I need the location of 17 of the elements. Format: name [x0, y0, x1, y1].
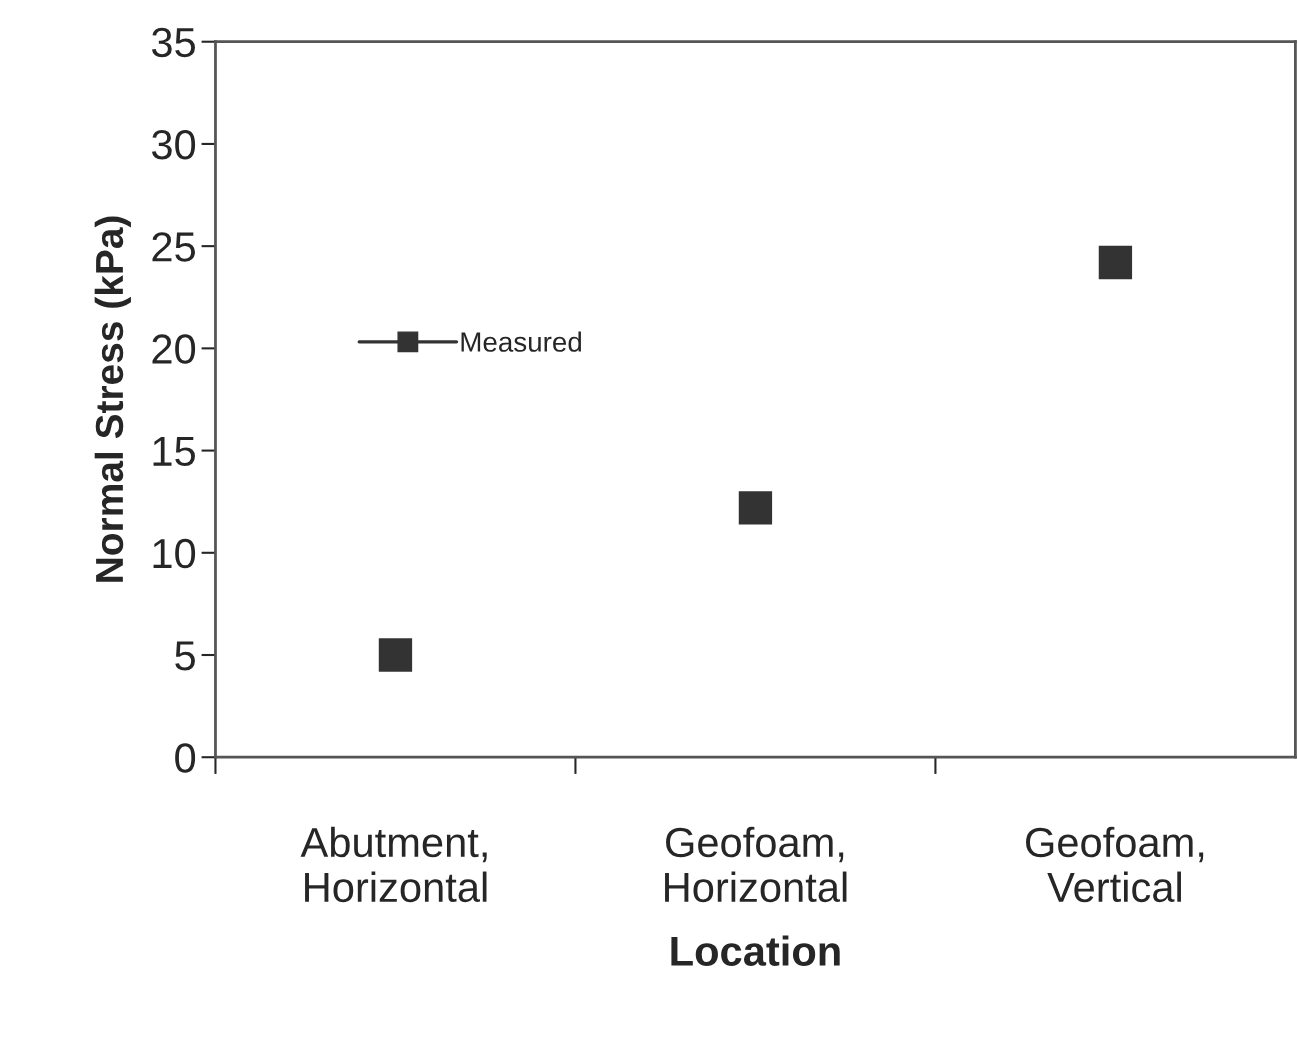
y-tick-label: 25	[152, 232, 195, 262]
y-tick-label: 0	[175, 743, 196, 773]
point	[378, 638, 413, 672]
y-axis-title: Normal Stress (kPa)	[94, 216, 131, 582]
y-tick-label: 10	[153, 538, 196, 569]
y-tick-label: 30	[151, 129, 196, 160]
x-tick-label: Geofoam, Horizontal	[665, 826, 847, 903]
x-axis-title: Location	[671, 935, 840, 966]
y-tick-label: 5	[175, 641, 195, 671]
x-tick-label: Abutment, Horizontal	[300, 826, 487, 903]
x-tick-label: Geofoam, Vertical	[1026, 826, 1204, 903]
point	[1098, 245, 1133, 280]
point	[738, 491, 773, 525]
legend-label: Measured	[461, 331, 581, 352]
y-tick-label: 15	[153, 437, 195, 467]
y-tick-label: 35	[151, 27, 195, 58]
y-tick-label: 20	[152, 334, 196, 364]
